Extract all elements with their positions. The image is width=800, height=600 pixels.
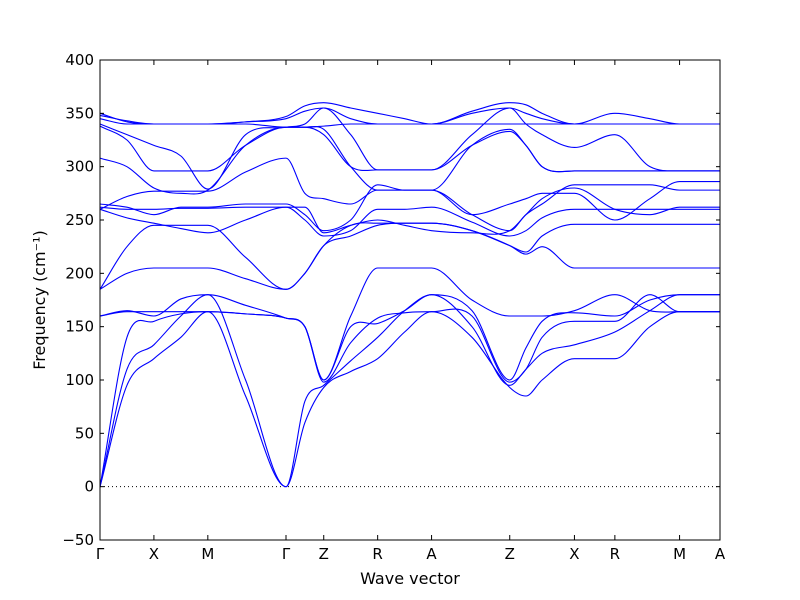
band-line-7 bbox=[99, 222, 720, 290]
band-line-1 bbox=[99, 311, 720, 488]
y-tick-label: −50 bbox=[62, 531, 94, 549]
band-line-2 bbox=[99, 294, 720, 488]
band-line-4 bbox=[99, 294, 720, 381]
x-tick-label: R bbox=[610, 545, 620, 563]
y-tick-label: 0 bbox=[84, 478, 94, 496]
y-tick-label: 200 bbox=[65, 264, 94, 282]
band-series-group bbox=[99, 102, 720, 488]
y-tick-label: 150 bbox=[65, 318, 94, 336]
band-line-9 bbox=[99, 187, 720, 235]
plot-frame bbox=[99, 59, 721, 541]
x-tick-label: X bbox=[149, 545, 159, 563]
x-tick-label: X bbox=[569, 545, 579, 563]
y-tick-label: 300 bbox=[65, 158, 94, 176]
x-tick-label: A bbox=[426, 545, 437, 563]
y-axis-ticks: −50 0 50 100 150 200 250 300 350 400 bbox=[62, 51, 720, 549]
x-tick-label: Γ bbox=[282, 545, 291, 563]
band-line-17 bbox=[99, 112, 720, 128]
x-tick-label: A bbox=[715, 545, 726, 563]
band-line-14 bbox=[99, 107, 720, 190]
band-line-8 bbox=[99, 206, 720, 237]
x-tick-label: M bbox=[673, 545, 686, 563]
x-tick-label: M bbox=[201, 545, 214, 563]
band-line-3 bbox=[99, 294, 720, 487]
x-tick-label: Z bbox=[505, 545, 515, 563]
y-tick-label: 400 bbox=[65, 51, 94, 69]
y-tick-label: 100 bbox=[65, 371, 94, 389]
y-tick-label: 50 bbox=[75, 424, 94, 442]
y-tick-label: 250 bbox=[65, 211, 94, 229]
x-tick-label: Γ bbox=[96, 545, 105, 563]
x-tick-label: R bbox=[372, 545, 382, 563]
band-line-5 bbox=[99, 267, 720, 381]
x-tick-label: Z bbox=[319, 545, 329, 563]
band-line-10 bbox=[99, 184, 720, 232]
y-axis-label: Frequency (cm⁻¹) bbox=[30, 230, 49, 369]
x-axis-label: Wave vector bbox=[360, 569, 460, 588]
y-tick-label: 350 bbox=[65, 104, 94, 122]
band-line-13 bbox=[99, 125, 720, 191]
